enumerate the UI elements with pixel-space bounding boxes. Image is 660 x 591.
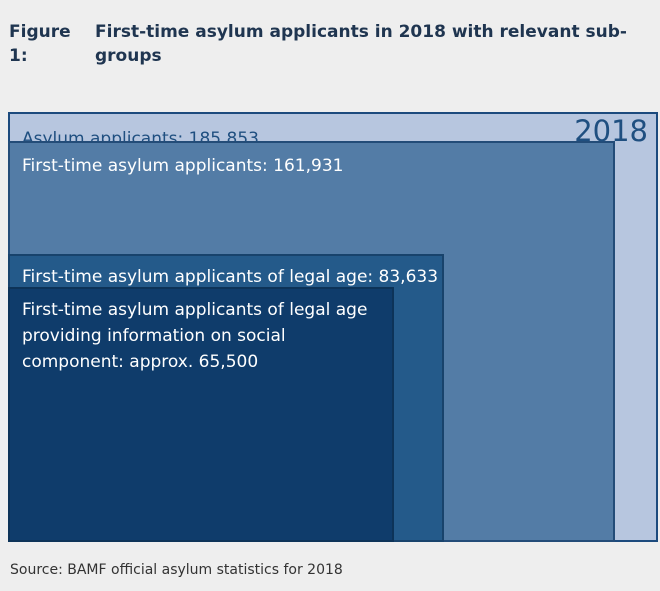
group-box-3: First-time asylum applicants of legal ag… — [8, 286, 394, 542]
figure-title-text: First-time asylum applicants in 2018 wit… — [95, 22, 627, 66]
group-label-2: First-time asylum applicants of legal ag… — [22, 266, 439, 287]
nested-area-chart: Asylum applicants: 185,853 First-time asy… — [8, 112, 658, 542]
figure-title: Figure 1: First-time asylum applicants i… — [9, 20, 629, 68]
group-label-1: First-time asylum applicants: 161,931 — [22, 155, 344, 176]
source-note: Source: BAMF official asylum statistics … — [10, 562, 343, 578]
group-label-3: First-time asylum applicants of legal ag… — [22, 299, 368, 372]
figure-number: Figure 1: — [9, 22, 71, 66]
year-label: 2018 — [574, 114, 648, 148]
